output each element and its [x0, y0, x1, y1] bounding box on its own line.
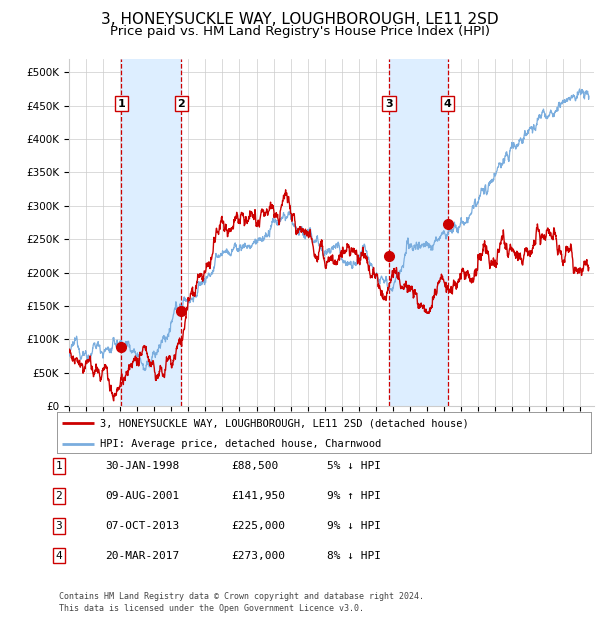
- Text: 09-AUG-2001: 09-AUG-2001: [105, 491, 179, 501]
- Text: 5% ↓ HPI: 5% ↓ HPI: [327, 461, 381, 471]
- Text: Price paid vs. HM Land Registry's House Price Index (HPI): Price paid vs. HM Land Registry's House …: [110, 25, 490, 38]
- Text: 9% ↓ HPI: 9% ↓ HPI: [327, 521, 381, 531]
- Text: 20-MAR-2017: 20-MAR-2017: [105, 551, 179, 560]
- Text: £141,950: £141,950: [231, 491, 285, 501]
- Text: 3, HONEYSUCKLE WAY, LOUGHBOROUGH, LE11 2SD (detached house): 3, HONEYSUCKLE WAY, LOUGHBOROUGH, LE11 2…: [100, 418, 469, 428]
- Text: 4: 4: [55, 551, 62, 560]
- Text: 3: 3: [55, 521, 62, 531]
- Text: 1: 1: [55, 461, 62, 471]
- Bar: [389, 59, 448, 406]
- Text: 3: 3: [385, 99, 393, 108]
- Text: 1: 1: [118, 99, 125, 108]
- Text: 4: 4: [444, 99, 452, 108]
- Text: 07-OCT-2013: 07-OCT-2013: [105, 521, 179, 531]
- Text: £273,000: £273,000: [231, 551, 285, 560]
- Text: 30-JAN-1998: 30-JAN-1998: [105, 461, 179, 471]
- Text: £225,000: £225,000: [231, 521, 285, 531]
- Text: 9% ↑ HPI: 9% ↑ HPI: [327, 491, 381, 501]
- Bar: [121, 59, 181, 406]
- Text: 2: 2: [55, 491, 62, 501]
- Text: 8% ↓ HPI: 8% ↓ HPI: [327, 551, 381, 560]
- Text: £88,500: £88,500: [231, 461, 278, 471]
- Text: HPI: Average price, detached house, Charnwood: HPI: Average price, detached house, Char…: [100, 439, 381, 449]
- Text: 2: 2: [178, 99, 185, 108]
- Text: 3, HONEYSUCKLE WAY, LOUGHBOROUGH, LE11 2SD: 3, HONEYSUCKLE WAY, LOUGHBOROUGH, LE11 2…: [101, 12, 499, 27]
- Text: Contains HM Land Registry data © Crown copyright and database right 2024.
This d: Contains HM Land Registry data © Crown c…: [59, 591, 424, 613]
